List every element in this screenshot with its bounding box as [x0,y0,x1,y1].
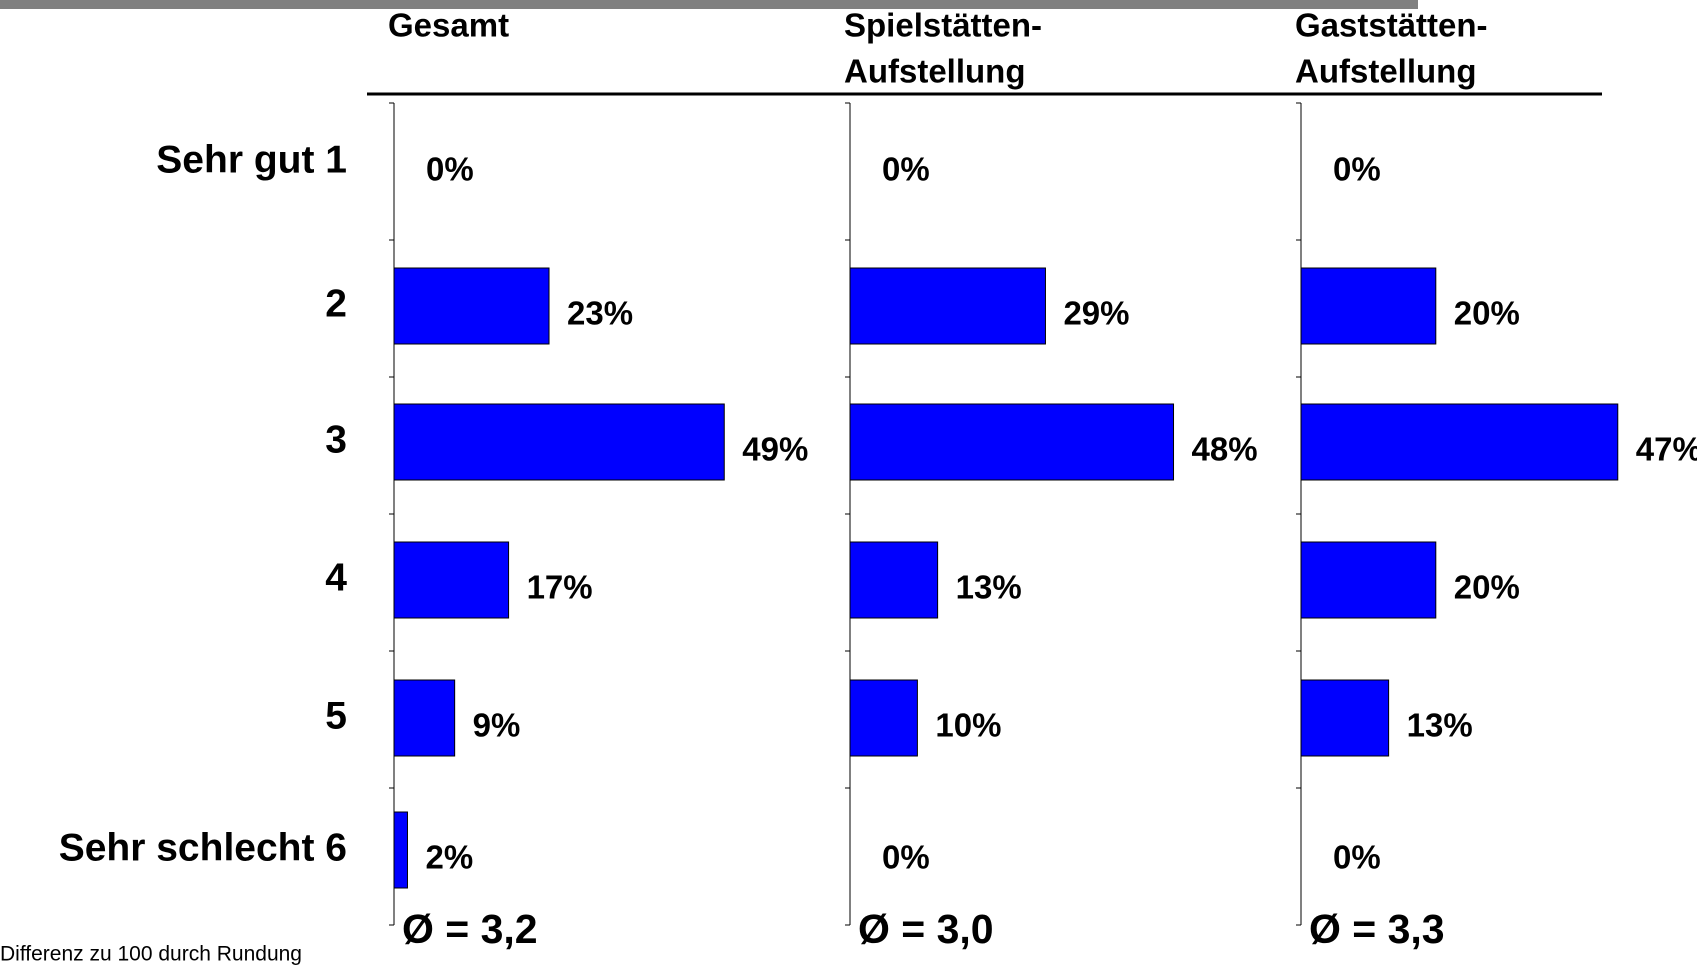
value-label: 49% [742,431,808,468]
panel-title: Gaststätten- [1295,7,1488,44]
value-label: 0% [1333,839,1381,876]
average: Ø = 3,3 [1309,906,1445,952]
value-label: 2% [425,839,473,876]
value-label: 13% [956,569,1022,606]
average: Ø = 3,2 [402,906,538,952]
value-label: 20% [1454,295,1520,332]
average: Ø = 3,0 [858,906,994,952]
bar [393,541,510,619]
value-label: 48% [1192,431,1258,468]
row-label: 5 [325,694,347,737]
value-label: 0% [882,839,930,876]
bar [849,541,939,619]
bar [393,403,725,481]
bar [1300,679,1390,757]
bar [1300,267,1437,345]
panel-title: Aufstellung [844,53,1025,90]
row-label: Sehr schlecht 6 [59,826,347,869]
panel-title: Aufstellung [1295,53,1476,90]
value-label: 23% [567,295,633,332]
row-label: 2 [325,282,347,325]
bar [1300,403,1619,481]
panel-title: Gesamt [388,7,509,44]
value-label: 47% [1636,431,1697,468]
bar [393,267,550,345]
value-label: 0% [426,151,474,188]
bar [849,267,1046,345]
value-label: 13% [1407,707,1473,744]
value-label: 0% [882,151,930,188]
value-label: 9% [473,707,521,744]
row-label: 4 [325,556,347,599]
bar [393,679,456,757]
value-label: 10% [935,707,1001,744]
footnote: Differenz zu 100 durch Rundung [0,943,302,966]
value-label: 0% [1333,151,1381,188]
value-label: 20% [1454,569,1520,606]
bar [849,679,918,757]
value-label: 29% [1063,295,1129,332]
row-label: Sehr gut 1 [156,138,347,181]
bar [1300,541,1437,619]
top-bar [0,0,1418,9]
bar [849,403,1175,481]
panel-title: Spielstätten- [844,7,1042,44]
bar [393,811,408,889]
value-label: 17% [527,569,593,606]
row-label: 3 [325,418,347,461]
